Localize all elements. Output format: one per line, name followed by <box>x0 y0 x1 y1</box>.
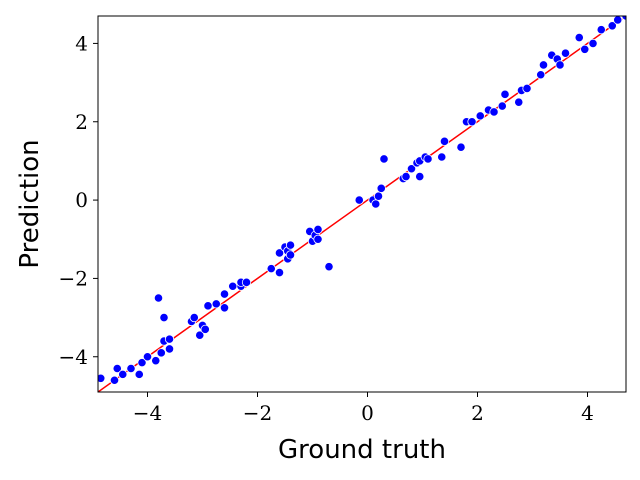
y-axis: −4 −2 0 2 4 <box>59 31 98 369</box>
data-point <box>241 277 252 287</box>
data-point <box>354 195 364 205</box>
data-point <box>285 240 296 250</box>
data-point <box>475 111 485 121</box>
data-point <box>112 363 122 374</box>
x-tick-label: 4 <box>581 401 594 425</box>
data-point <box>164 334 175 344</box>
data-point <box>588 38 598 49</box>
data-point <box>373 191 384 201</box>
data-point <box>514 97 524 107</box>
data-point <box>376 183 386 193</box>
data-point <box>134 369 144 379</box>
data-point <box>313 234 323 244</box>
data-point <box>456 142 466 152</box>
data-point <box>98 373 106 383</box>
data-point <box>285 250 296 260</box>
data-point <box>211 299 221 309</box>
data-point <box>159 312 169 323</box>
data-point <box>580 44 590 54</box>
y-tick-label: 0 <box>75 188 88 212</box>
data-point <box>153 293 164 303</box>
data-point <box>200 324 210 334</box>
data-point <box>379 154 389 164</box>
data-point <box>203 301 213 311</box>
data-point <box>313 224 323 235</box>
data-point <box>324 262 334 272</box>
y-tick-label: 4 <box>75 31 88 55</box>
data-point <box>118 369 128 379</box>
data-point <box>536 70 546 80</box>
identity-line <box>98 16 626 392</box>
data-point <box>522 83 532 94</box>
plot-frame <box>97 15 627 393</box>
data-point <box>439 136 450 146</box>
data-point <box>266 264 276 274</box>
data-point <box>164 344 175 354</box>
data-point <box>371 199 381 209</box>
data-point <box>151 356 161 366</box>
data-point <box>538 60 549 70</box>
data-point <box>195 330 205 340</box>
x-axis-label: Ground truth <box>278 435 446 465</box>
data-point <box>560 48 571 58</box>
x-tick-label: 2 <box>471 401 484 425</box>
x-axis: −4 −2 0 2 4 <box>133 392 594 425</box>
y-tick-label: 2 <box>75 110 88 134</box>
data-point <box>415 171 425 182</box>
data-point <box>467 117 477 127</box>
data-point <box>497 101 507 111</box>
y-tick-label: −4 <box>59 345 88 369</box>
y-tick-label: −2 <box>59 266 88 290</box>
data-point <box>401 171 411 182</box>
data-point <box>228 281 238 291</box>
x-tick-label: 0 <box>361 401 374 425</box>
data-point <box>574 32 584 43</box>
data-point <box>274 267 285 278</box>
data-point <box>406 164 417 174</box>
data-point <box>437 152 447 162</box>
x-tick-label: −4 <box>133 401 162 425</box>
data-point <box>109 375 120 385</box>
data-point <box>489 107 499 117</box>
data-point <box>156 348 166 358</box>
data-point <box>189 312 199 323</box>
data-point <box>142 352 153 362</box>
data-point <box>219 289 230 299</box>
data-point <box>126 363 136 374</box>
data-point <box>423 154 433 164</box>
y-axis-label: Prediction <box>15 139 45 268</box>
data-point <box>219 303 230 313</box>
data-point <box>555 60 565 70</box>
data-point <box>500 89 510 99</box>
data-point <box>137 358 147 368</box>
data-point <box>613 16 623 25</box>
data-point <box>607 21 617 31</box>
x-tick-label: −2 <box>243 401 272 425</box>
data-point <box>596 25 606 35</box>
